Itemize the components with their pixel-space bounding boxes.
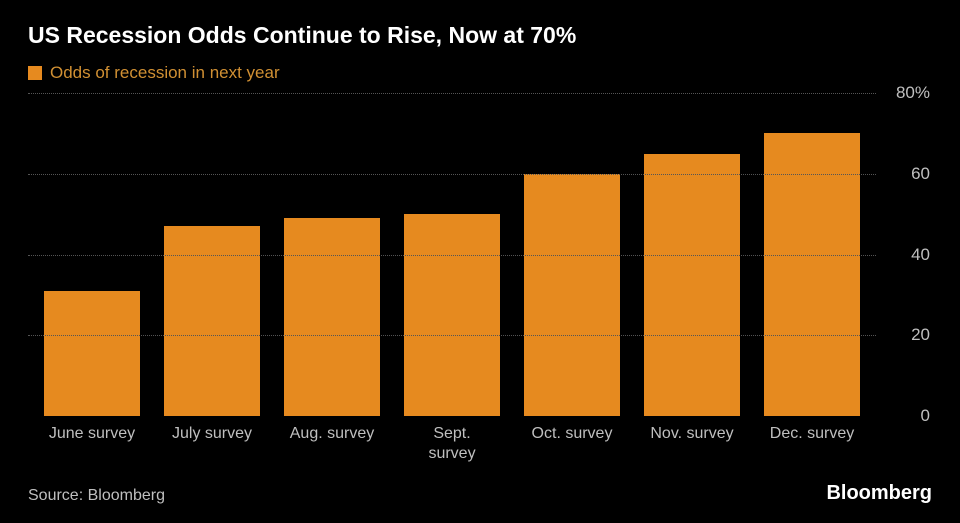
footer: Source: Bloomberg Bloomberg [28,482,932,505]
legend-label: Odds of recession in next year [50,63,280,83]
bar [44,291,139,416]
y-axis: 020406080% [876,93,932,416]
chart-plot-wrap: 020406080% [28,93,932,416]
y-tick-label: 60 [876,164,932,184]
y-tick-label: 0 [876,406,932,426]
bar [644,154,739,416]
source-text: Source: Bloomberg [28,487,165,505]
chart-title: US Recession Odds Continue to Rise, Now … [28,22,932,49]
plot-area [28,93,876,416]
x-tick-label: July survey [158,424,266,464]
grid-line [28,93,876,94]
y-tick-label: 80% [876,83,932,103]
brand-logo: Bloomberg [826,482,932,505]
bar [284,218,379,416]
x-tick-label: Aug. survey [278,424,386,464]
bar [404,214,499,416]
y-tick-label: 40 [876,245,932,265]
legend: Odds of recession in next year [28,63,932,83]
x-axis: June survey July survey Aug. survey Sept.su… [28,416,876,464]
x-tick-label: Nov. survey [638,424,746,464]
x-tick-label: Sept.survey [398,424,506,464]
chart-container: US Recession Odds Continue to Rise, Now … [0,0,960,523]
grid-line [28,335,876,336]
y-tick-label: 20 [876,325,932,345]
bar [764,133,859,416]
x-tick-label: Oct. survey [518,424,626,464]
x-tick-label: June survey [38,424,146,464]
x-tick-label: Dec. survey [758,424,866,464]
legend-swatch [28,66,42,80]
grid-line [28,174,876,175]
bar [524,174,619,416]
grid-line [28,255,876,256]
